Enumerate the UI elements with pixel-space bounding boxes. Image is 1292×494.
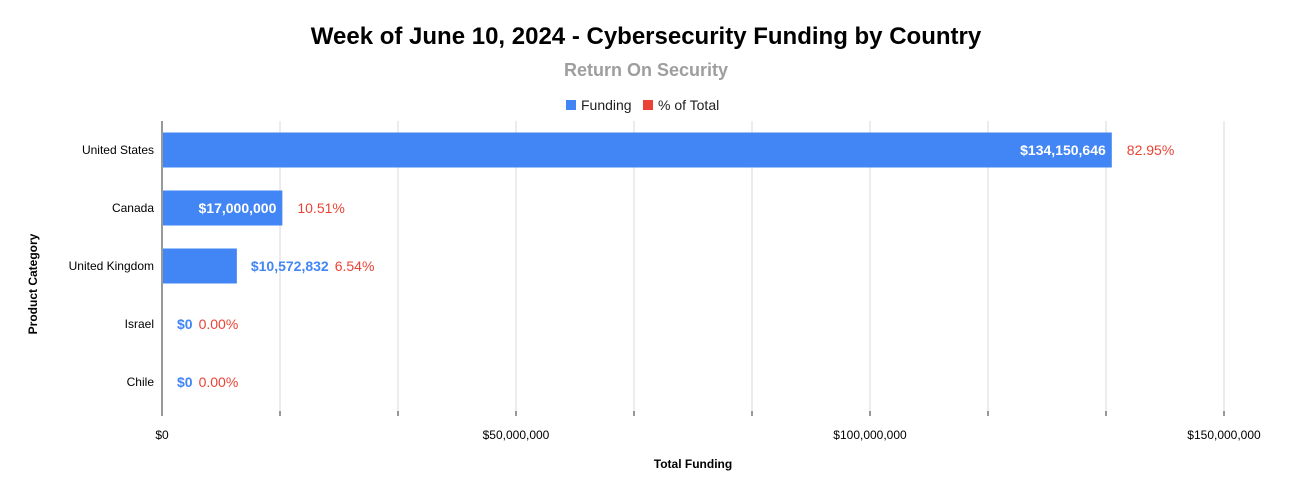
percent-label: 0.00% [199, 316, 239, 332]
bar [163, 132, 1112, 168]
legend-swatch-funding [566, 100, 576, 110]
y-axis-title: Product Category [26, 233, 40, 334]
x-tick-label: $50,000,000 [483, 428, 550, 442]
chart-subtitle: Return On Security [564, 60, 728, 80]
data-labels: $134,150,646 82.95% $17,000,000 10.51% $10,5… [177, 142, 1174, 390]
category-label: Canada [112, 201, 154, 215]
bar [163, 248, 237, 284]
x-axis-ticks: $0 $50,000,000 $100,000,000 $150,000,000 [155, 411, 1261, 442]
legend: Funding % of Total [566, 97, 719, 113]
category-label: United States [82, 143, 154, 157]
x-tick-label: $0 [155, 428, 169, 442]
x-tick-label: $100,000,000 [833, 428, 907, 442]
bars [163, 132, 1112, 284]
percent-label: 0.00% [199, 374, 239, 390]
percent-label: 6.54% [335, 258, 375, 274]
category-label: United Kingdom [69, 259, 154, 273]
value-label: $17,000,000 [199, 200, 277, 216]
legend-label-percent: % of Total [658, 97, 719, 113]
value-label: $0 [177, 316, 193, 332]
value-label: $0 [177, 374, 193, 390]
legend-swatch-percent [643, 100, 653, 110]
bar [163, 190, 283, 226]
category-labels: United States Canada United Kingdom Israel C… [69, 143, 155, 389]
value-label: $134,150,646 [1020, 142, 1106, 158]
x-tick-label: $150,000,000 [1187, 428, 1261, 442]
chart-title: Week of June 10, 2024 - Cybersecurity Fu… [311, 23, 982, 50]
percent-label: 82.95% [1127, 142, 1174, 158]
value-label: $10,572,832 [251, 258, 329, 274]
category-label: Israel [125, 317, 154, 331]
legend-label-funding: Funding [581, 97, 632, 113]
category-label: Chile [127, 375, 155, 389]
x-axis-title: Total Funding [654, 457, 732, 471]
gridlines [161, 121, 1225, 416]
percent-label: 10.51% [297, 200, 344, 216]
